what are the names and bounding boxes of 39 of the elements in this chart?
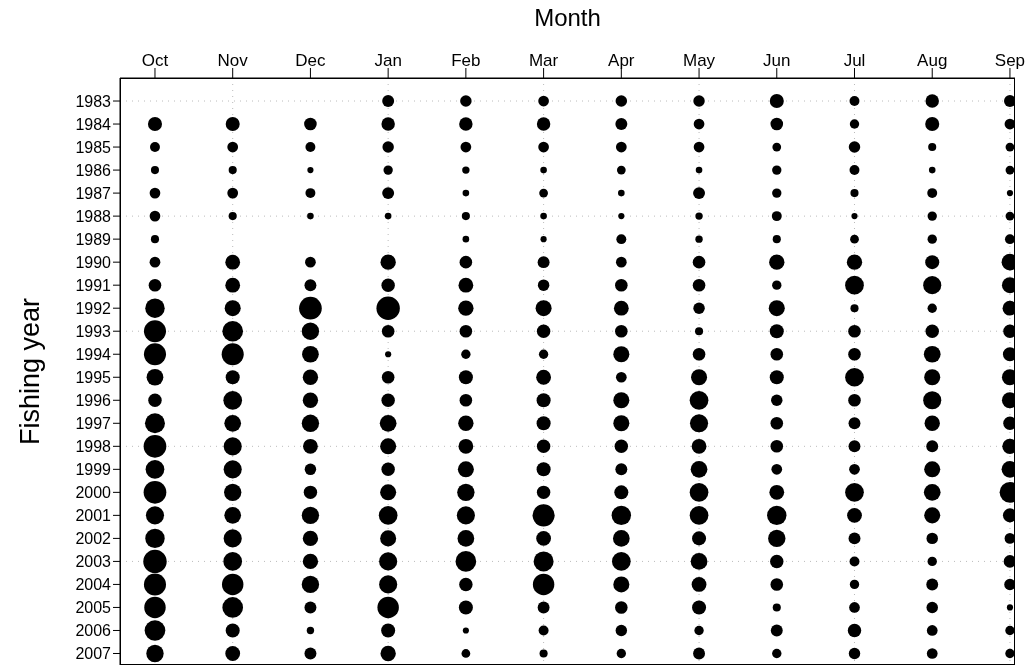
y-tick-label: 1991 — [75, 276, 112, 294]
y-tick-label: 2002 — [75, 530, 112, 548]
y-tick-label: 1999 — [75, 461, 112, 479]
x-tick-label: Apr — [608, 51, 635, 70]
y-tick-label: 2007 — [75, 645, 112, 663]
y-tick-label: 1995 — [75, 368, 112, 386]
y-tick-label: 1988 — [75, 207, 112, 225]
y-tick-label: 2003 — [75, 553, 112, 571]
y-tick-label: 1997 — [75, 414, 112, 432]
x-tick-label: Feb — [451, 51, 481, 70]
x-tick-label: Oct — [141, 51, 169, 70]
y-tick-label: 2000 — [75, 484, 112, 502]
y-tick-label: 1993 — [75, 322, 112, 340]
y-tick-label: 1992 — [75, 299, 112, 317]
x-axis-title: Month — [533, 4, 602, 32]
y-tick-label: 1983 — [75, 92, 112, 110]
y-tick-label: 2005 — [75, 599, 112, 617]
y-tick-label: 1994 — [75, 345, 112, 363]
y-tick-label: 1984 — [75, 115, 112, 133]
y-tick-label: 1996 — [75, 391, 112, 409]
x-tick-label: May — [682, 51, 716, 70]
y-tick-label: 2001 — [75, 507, 112, 525]
y-tick-label: 1985 — [75, 138, 112, 156]
y-tick-label: 2006 — [75, 622, 112, 640]
x-tick-label: Nov — [217, 51, 249, 70]
y-tick-label: 2004 — [75, 576, 112, 594]
x-tick-label: Aug — [917, 51, 948, 70]
x-tick-label: Sep — [994, 51, 1026, 70]
x-tick-label: Jan — [374, 51, 402, 70]
y-tick-label: 1998 — [75, 437, 112, 455]
y-tick-label: 1989 — [75, 230, 112, 248]
y-tick-label: 1986 — [75, 161, 112, 179]
x-tick-label: Mar — [528, 51, 559, 70]
y-tick-label: 1990 — [75, 253, 112, 271]
y-axis-title: Fishing year — [14, 296, 46, 447]
y-tick-label: 1987 — [75, 184, 112, 202]
x-tick-label: Jul — [843, 51, 866, 70]
x-tick-label: Dec — [295, 51, 327, 70]
x-tick-label: Jun — [763, 51, 791, 70]
